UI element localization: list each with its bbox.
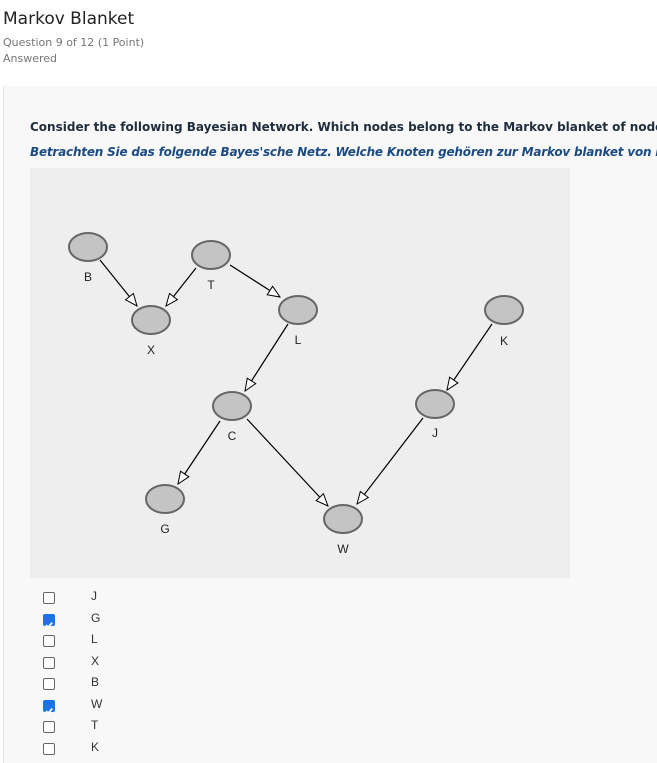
question-text: Consider the following Bayesian Network.… [30, 120, 657, 134]
checkbox[interactable] [43, 613, 55, 629]
edges [99, 259, 493, 506]
node-label: T [207, 278, 215, 292]
checkbox[interactable] [43, 656, 55, 669]
node-label: W [337, 542, 349, 556]
question-text-de: Betrachten Sie das folgende Bayes'sche N… [30, 145, 657, 159]
node-label: G [160, 522, 169, 536]
check-icon [45, 707, 53, 715]
status: Answered [3, 52, 58, 65]
option-label[interactable]: T [91, 718, 99, 732]
check-icon [45, 621, 53, 629]
checkbox[interactable] [43, 742, 55, 755]
diagram-bg [30, 168, 570, 578]
title: Markov Blanket [3, 9, 135, 29]
option-label[interactable]: K [91, 739, 100, 754]
node-label: J [432, 426, 438, 440]
option-label[interactable]: X [91, 653, 100, 668]
node-label: K [500, 334, 508, 348]
node-label: C [228, 429, 237, 443]
checkbox[interactable] [43, 721, 55, 733]
checkbox[interactable] [43, 678, 55, 690]
option-label[interactable]: L [91, 632, 98, 646]
question-meta: Question 9 of 12 (1 Point) [3, 36, 145, 49]
node-label: X [147, 343, 155, 357]
option-label[interactable]: W [91, 696, 103, 711]
bayes-network: B T X L K C J G W [30, 168, 570, 578]
option-label[interactable]: B [91, 675, 100, 689]
nodes [68, 232, 524, 534]
checkbox[interactable] [43, 592, 55, 604]
option-label[interactable]: J [91, 589, 97, 603]
checkbox[interactable] [43, 635, 55, 647]
option-label[interactable]: G [91, 610, 101, 625]
node-label: L [295, 333, 302, 347]
node-label: B [84, 270, 92, 284]
checkbox[interactable] [43, 699, 55, 715]
